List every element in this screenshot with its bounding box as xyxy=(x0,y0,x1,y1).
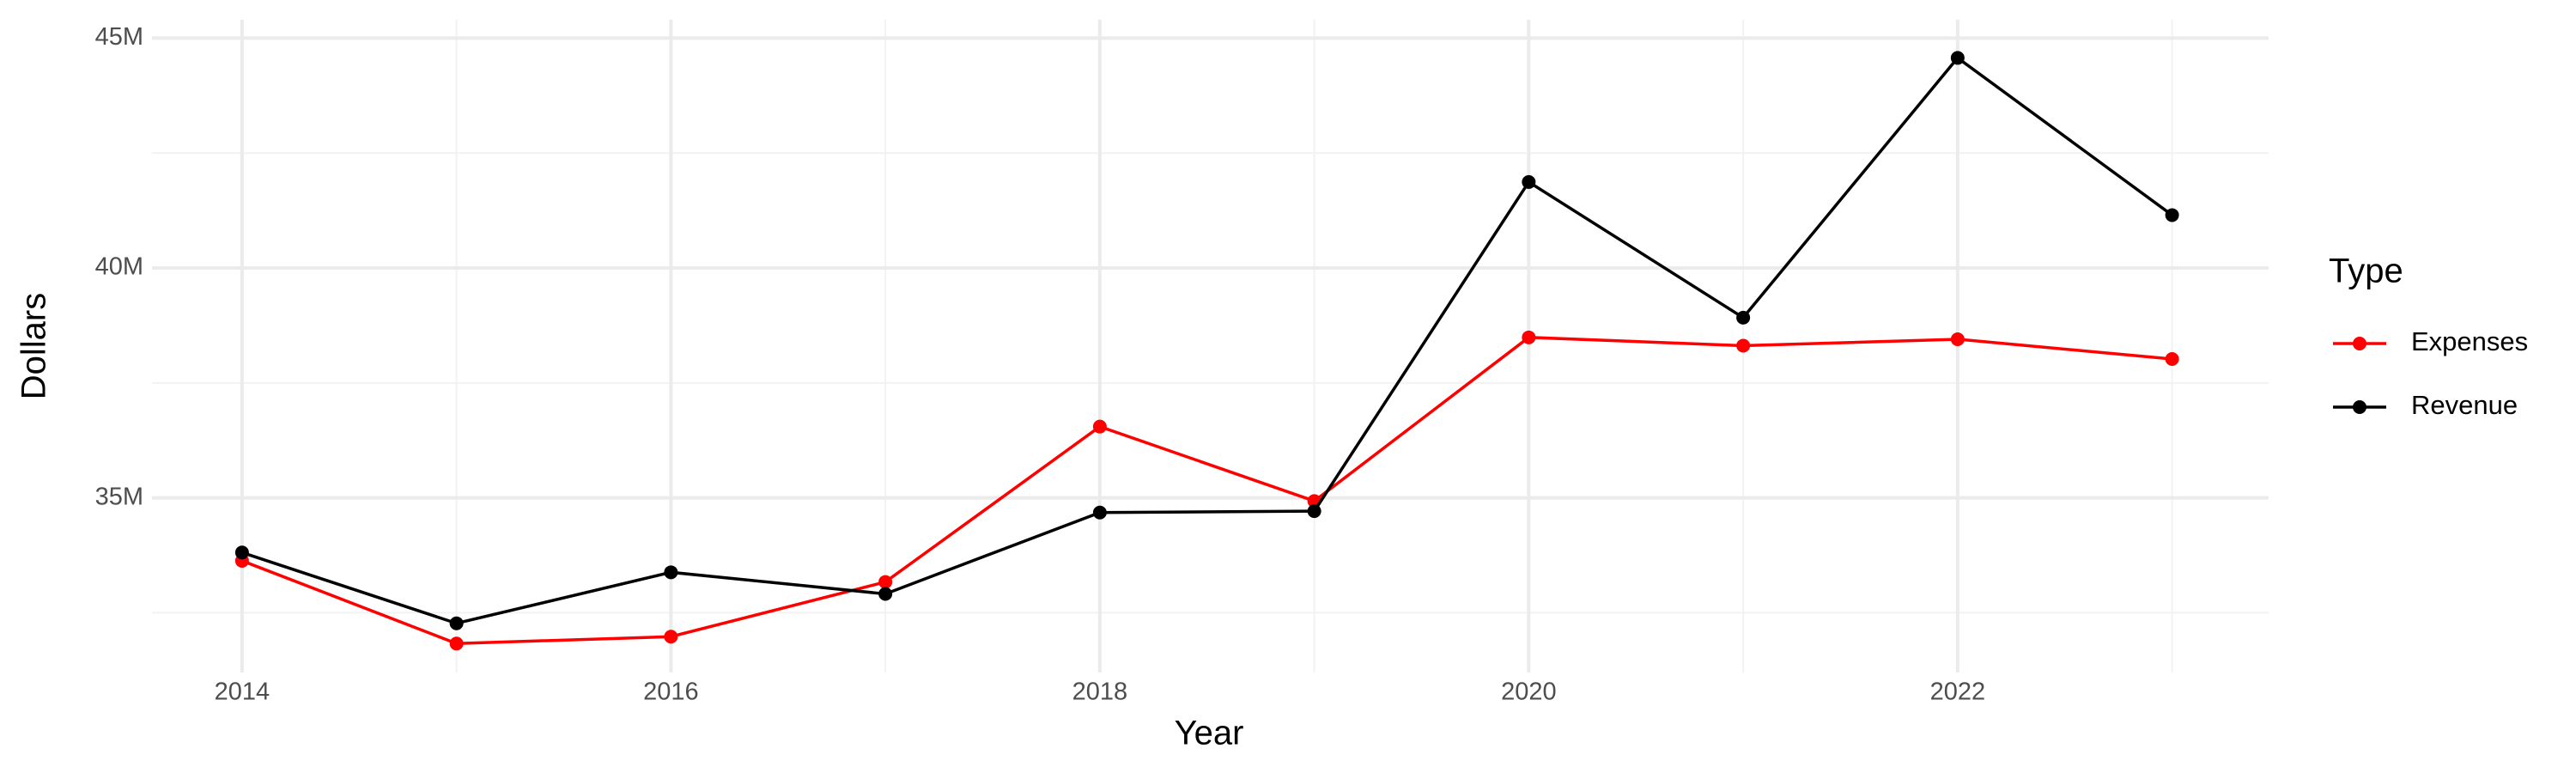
data-point xyxy=(2165,208,2179,222)
data-point xyxy=(2165,351,2179,366)
legend-marker xyxy=(2353,337,2366,350)
data-point xyxy=(1736,338,1751,353)
series-line xyxy=(241,56,2173,625)
y-tick-label: 40M xyxy=(95,253,143,281)
data-point xyxy=(878,587,893,601)
data-point xyxy=(1522,330,1536,344)
data-point xyxy=(449,636,464,651)
data-point xyxy=(664,565,678,580)
x-axis-title: Year xyxy=(1175,715,1244,752)
y-tick-label: 45M xyxy=(95,23,143,51)
x-tick-label: 2014 xyxy=(215,679,270,706)
data-point xyxy=(1092,419,1107,434)
data-point xyxy=(234,545,249,560)
data-point xyxy=(1092,505,1107,520)
legend-title: Type xyxy=(2329,253,2403,290)
x-tick-label: 2018 xyxy=(1072,679,1128,706)
data-point xyxy=(878,575,893,589)
legend-marker xyxy=(2353,400,2366,414)
data-point xyxy=(1950,51,1965,65)
x-tick-label: 2022 xyxy=(1930,679,1986,706)
data-point xyxy=(1307,504,1321,519)
x-tick-label: 2020 xyxy=(1501,679,1557,706)
data-point xyxy=(1950,332,1965,346)
y-tick-label: 35M xyxy=(95,483,143,510)
y-axis-title: Dollars xyxy=(15,293,53,399)
data-point xyxy=(1736,310,1751,325)
data-point xyxy=(664,630,678,644)
legend-label: Expenses xyxy=(2411,326,2528,356)
data-point xyxy=(449,616,464,630)
legend-label: Revenue xyxy=(2411,390,2518,420)
data-point xyxy=(1522,174,1536,189)
series-line xyxy=(241,336,2172,646)
x-tick-label: 2016 xyxy=(643,679,699,706)
